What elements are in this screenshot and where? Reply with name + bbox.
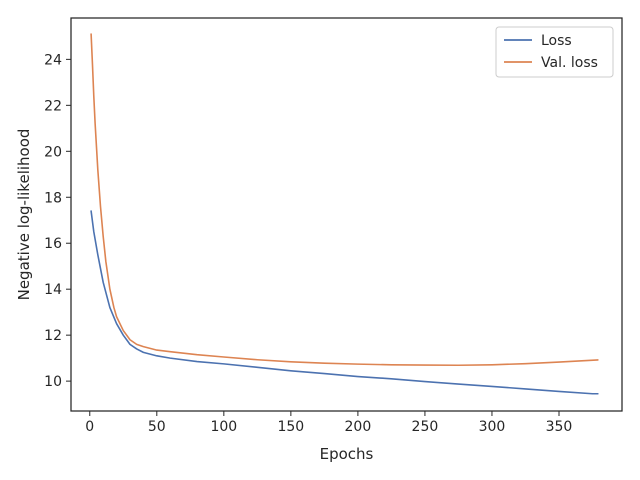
y-tick-label: 10 <box>44 374 62 390</box>
y-tick-label: 12 <box>44 328 62 344</box>
x-tick-label: 0 <box>85 419 94 435</box>
x-tick-label: 50 <box>148 419 166 435</box>
x-tick-label: 200 <box>345 419 372 435</box>
y-tick-label: 22 <box>44 98 62 114</box>
legend-label: Loss <box>541 33 572 49</box>
y-tick-label: 14 <box>44 282 62 298</box>
x-tick-label: 300 <box>479 419 506 435</box>
legend: Loss Val. loss <box>495 26 614 78</box>
x-tick-label: 250 <box>412 419 439 435</box>
y-axis-label: Negative log-likelihood <box>15 129 33 301</box>
x-tick-label: 350 <box>546 419 573 435</box>
series-layer <box>90 33 599 395</box>
x-tick-label: 100 <box>210 419 237 435</box>
series-line-1 <box>90 33 599 367</box>
x-tick-label: 150 <box>277 419 304 435</box>
y-tick-label: 24 <box>44 52 62 68</box>
legend-label: Val. loss <box>541 55 598 71</box>
series-line-0 <box>90 210 599 395</box>
ticks-layer: 0 50 100 150 200 250 300 350 10 12 14 16 18 20 22 24 <box>44 52 572 435</box>
plot-frame <box>70 17 623 412</box>
y-tick-label: 16 <box>44 236 62 252</box>
x-axis-label: Epochs <box>320 445 374 463</box>
y-tick-label: 20 <box>44 144 62 160</box>
y-tick-label: 18 <box>44 190 62 206</box>
